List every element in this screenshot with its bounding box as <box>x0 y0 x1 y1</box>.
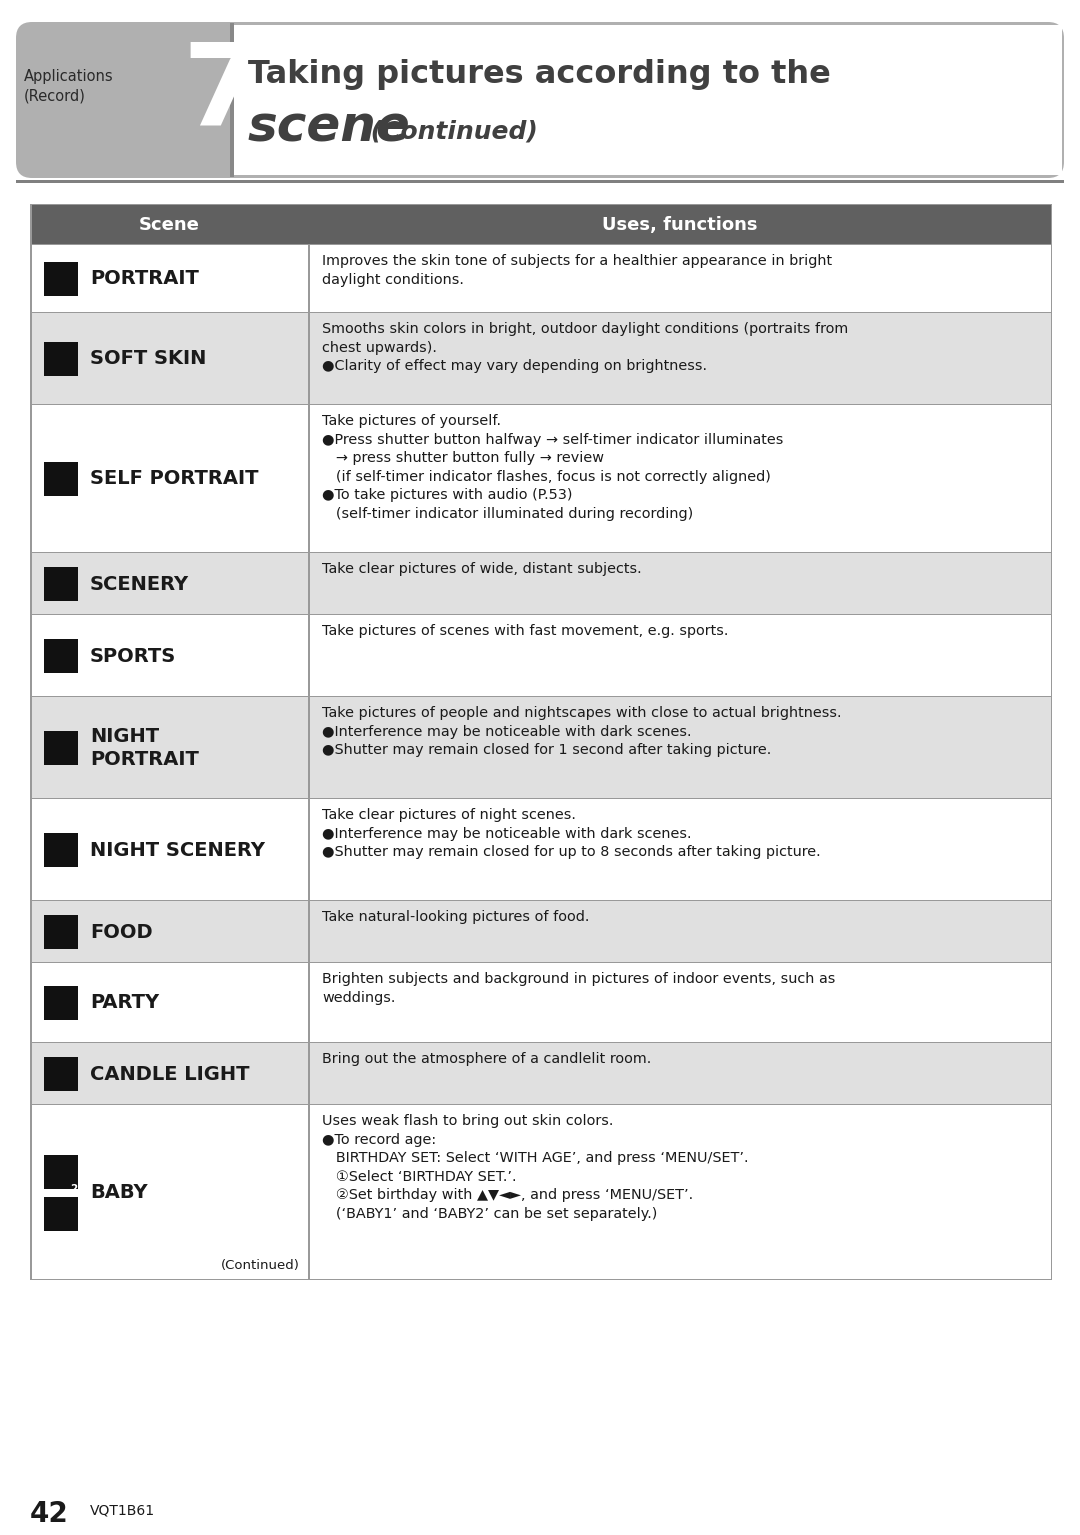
Bar <box>30 962 1052 1042</box>
Bar <box>308 616 310 697</box>
Text: PORTRAIT: PORTRAIT <box>90 751 199 769</box>
Text: CANDLE LIGHT: CANDLE LIGHT <box>90 1064 249 1084</box>
Bar <box>44 262 78 296</box>
Bar <box>44 985 78 1019</box>
Text: (Continued): (Continued) <box>362 120 538 144</box>
Text: Take pictures of yourself.
●Press shutter button halfway → self-timer indicator : Take pictures of yourself. ●Press shutte… <box>322 414 783 520</box>
Bar <box>1051 206 1052 1280</box>
Bar <box>308 246 310 313</box>
Bar <box>30 1042 1052 1105</box>
Text: Brighten subjects and background in pictures of indoor events, such as
weddings.: Brighten subjects and background in pict… <box>322 972 835 1004</box>
Text: Taking pictures according to the: Taking pictures according to the <box>248 58 831 89</box>
Bar <box>44 566 78 602</box>
Text: FOOD: FOOD <box>90 923 152 941</box>
Text: Improves the skin tone of subjects for a healthier appearance in bright
daylight: Improves the skin tone of subjects for a… <box>322 253 832 287</box>
Text: NIGHT: NIGHT <box>90 728 159 746</box>
Text: SCENERY: SCENERY <box>90 574 189 594</box>
Text: 2: 2 <box>70 1185 77 1194</box>
Bar <box>232 25 1062 175</box>
Bar <box>44 1154 78 1188</box>
Bar <box>30 616 1052 697</box>
Bar <box>30 206 31 1280</box>
Bar <box>308 553 310 616</box>
Text: (Record): (Record) <box>24 89 86 103</box>
Bar <box>44 834 78 867</box>
Bar <box>30 1105 1052 1280</box>
Text: Uses, functions: Uses, functions <box>603 216 758 233</box>
Text: BABY: BABY <box>90 1183 148 1202</box>
Bar <box>30 246 1052 313</box>
Text: Smooths skin colors in bright, outdoor daylight conditions (portraits from
chest: Smooths skin colors in bright, outdoor d… <box>322 322 848 373</box>
Text: Take clear pictures of night scenes.
●Interference may be noticeable with dark s: Take clear pictures of night scenes. ●In… <box>322 807 821 860</box>
Bar <box>44 639 78 672</box>
Bar <box>44 1196 78 1231</box>
Text: VQT1B61: VQT1B61 <box>90 1504 156 1518</box>
Bar <box>30 405 1052 553</box>
Bar <box>308 405 310 553</box>
Bar <box>44 462 78 496</box>
Text: scene: scene <box>248 103 410 150</box>
Text: SPORTS: SPORTS <box>90 646 176 666</box>
Bar <box>44 731 78 764</box>
Text: Take pictures of people and nightscapes with close to actual brightness.
●Interf: Take pictures of people and nightscapes … <box>322 706 841 757</box>
Text: Take clear pictures of wide, distant subjects.: Take clear pictures of wide, distant sub… <box>322 562 642 576</box>
Text: PORTRAIT: PORTRAIT <box>90 270 199 289</box>
Bar <box>30 697 1052 800</box>
Bar <box>44 1058 78 1091</box>
Bar <box>308 962 310 1042</box>
Text: Scene: Scene <box>138 216 200 233</box>
Text: NIGHT SCENERY: NIGHT SCENERY <box>90 841 265 860</box>
Bar <box>308 1105 310 1280</box>
Text: SELF PORTRAIT: SELF PORTRAIT <box>90 470 258 488</box>
Bar <box>308 901 310 962</box>
Bar <box>30 800 1052 901</box>
Bar <box>30 553 1052 616</box>
Text: Take pictures of scenes with fast movement, e.g. sports.: Take pictures of scenes with fast moveme… <box>322 625 728 639</box>
Text: Take natural-looking pictures of food.: Take natural-looking pictures of food. <box>322 910 590 924</box>
Text: Uses weak flash to bring out skin colors.
●To record age:
   BIRTHDAY SET: Selec: Uses weak flash to bring out skin colors… <box>322 1114 748 1222</box>
Bar <box>44 915 78 949</box>
Bar <box>308 697 310 800</box>
Text: Applications: Applications <box>24 69 113 83</box>
Text: SOFT SKIN: SOFT SKIN <box>90 350 206 368</box>
Bar <box>30 206 1052 246</box>
FancyBboxPatch shape <box>16 21 1064 178</box>
Bar <box>44 342 78 376</box>
Bar <box>308 1042 310 1105</box>
Bar <box>30 313 1052 405</box>
Text: PARTY: PARTY <box>90 993 159 1013</box>
Bar <box>16 180 1064 183</box>
Text: 1: 1 <box>70 1142 77 1153</box>
Text: (Continued): (Continued) <box>221 1259 300 1273</box>
Text: Bring out the atmosphere of a candlelit room.: Bring out the atmosphere of a candlelit … <box>322 1051 651 1065</box>
Bar <box>308 313 310 405</box>
Bar <box>308 800 310 901</box>
Text: 7: 7 <box>183 38 261 149</box>
Text: 42: 42 <box>30 1500 69 1527</box>
Bar <box>230 23 234 177</box>
Bar <box>30 901 1052 962</box>
